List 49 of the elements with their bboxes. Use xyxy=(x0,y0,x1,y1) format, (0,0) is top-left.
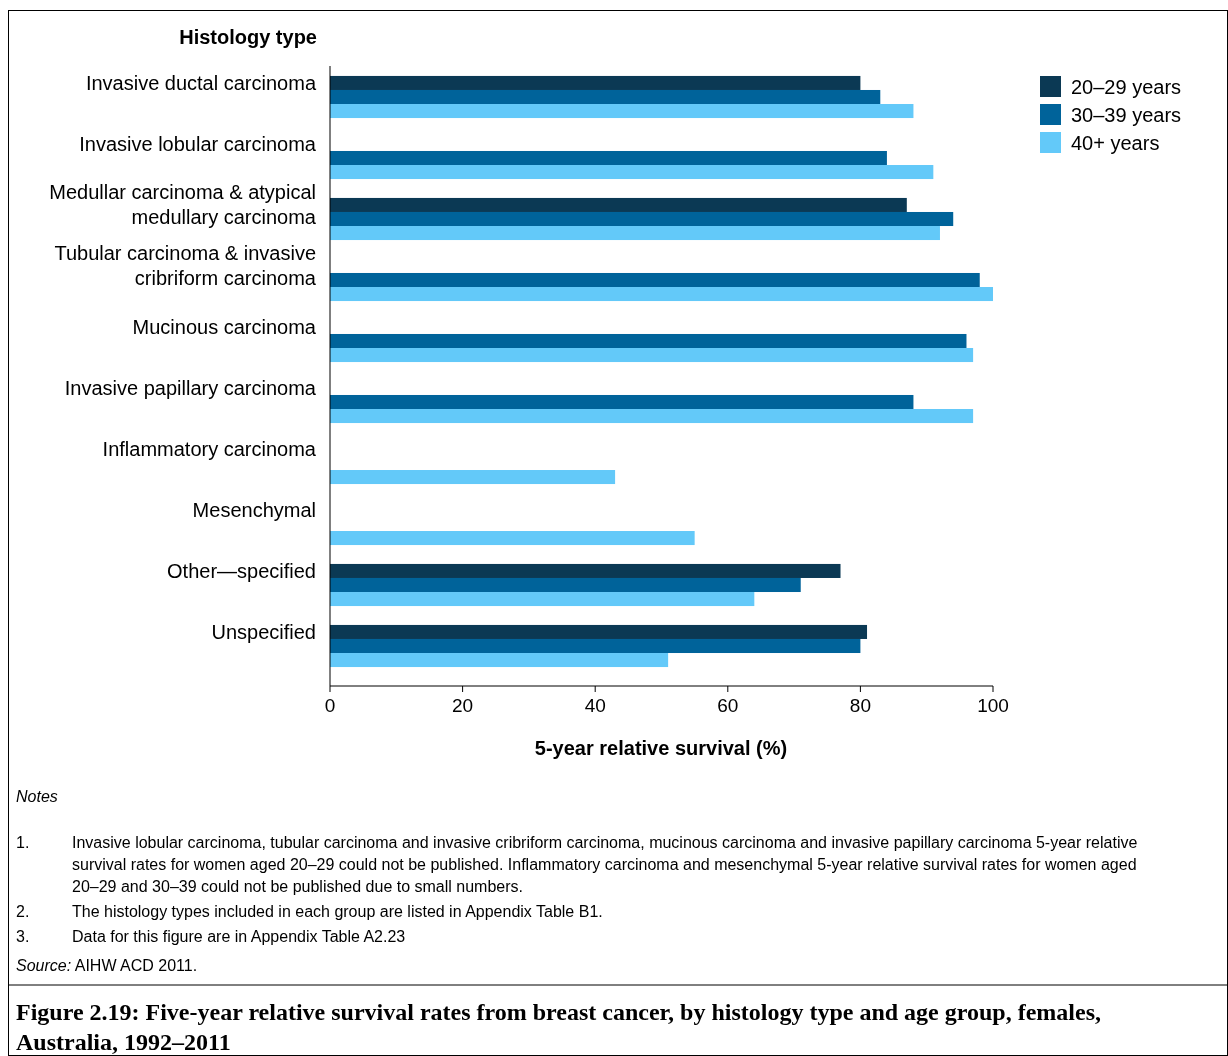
source-note: Source: AIHW ACD 2011. xyxy=(16,957,198,974)
y-tick-label: Tubular carcinoma & invasive cribriform carcinoma xyxy=(54,242,317,290)
bar xyxy=(330,394,914,410)
x-tick-label: 100 xyxy=(977,695,1009,716)
bar xyxy=(330,638,861,654)
y-tick-label: Mesenchymal xyxy=(192,498,316,521)
text: 2. The histology types included in each group are listed in Appendix Table B1. xyxy=(16,903,603,920)
y-tick-label: Invasive ductal carcinoma xyxy=(85,71,317,94)
bar xyxy=(330,348,974,363)
y-tick-label: Invasive lobular carcinoma xyxy=(79,132,317,155)
bar xyxy=(330,333,967,349)
y-tick-label: Invasive papillary carcinoma xyxy=(64,376,317,399)
bar xyxy=(330,577,801,593)
bar xyxy=(330,104,914,119)
text: Figure 2.19: Five-year relative survival rates from breast cancer, by histology type and age group, females, Australia, 1992–2011 xyxy=(16,999,1101,1055)
x-tick-label: 40 xyxy=(584,695,606,716)
bar xyxy=(330,653,669,668)
x-axis-title: 5-year relative survival (%) xyxy=(534,737,788,759)
text: 1. Invasive lobular carcinoma, tubular carcinoma and invasive cribriform carcinoma, mucinous carcinoma and invasive papillary carcinoma 5-year relative survival rates for women aged 20–29 could not be published. Inflammatory carcinoma and mesenchymal 5-year relative survival rates for women aged 20–29 and 30–39 could not be published due to small numbers. xyxy=(16,834,1138,895)
bar xyxy=(330,531,695,546)
y-tick-label: Inflammatory carcinoma xyxy=(102,437,317,460)
bar xyxy=(330,287,993,302)
text: Notes xyxy=(16,788,58,805)
x-tick-label: 80 xyxy=(849,695,871,716)
y-axis-title: Histology type xyxy=(179,26,317,48)
bar xyxy=(330,409,974,424)
bar xyxy=(330,197,907,212)
legend-label: 20–29 years xyxy=(1071,76,1182,98)
y-tick-label: Unspecified xyxy=(211,620,316,643)
bar xyxy=(330,150,887,166)
x-tick-label: 0 xyxy=(324,695,336,716)
x-tick-label: 60 xyxy=(717,695,739,716)
bar xyxy=(330,89,881,105)
bar xyxy=(330,211,954,227)
bar xyxy=(330,624,868,639)
text: 3. Data for this figure are in Appendix Table A2.23 xyxy=(16,928,406,945)
x-tick-label: 20 xyxy=(452,695,474,716)
bar xyxy=(330,75,861,90)
bar xyxy=(330,272,980,288)
bar xyxy=(330,470,616,485)
y-tick-label: Mucinous carcinoma xyxy=(132,315,317,338)
bar xyxy=(330,563,841,578)
legend-label: 30–39 years xyxy=(1071,104,1182,126)
bar xyxy=(330,226,940,241)
y-tick-label: Medullar carcinoma & atypical medullary carcinoma xyxy=(49,181,317,229)
legend-label: 40+ years xyxy=(1071,132,1160,154)
y-tick-label: Other—specified xyxy=(167,559,316,582)
bar xyxy=(330,165,934,180)
bar xyxy=(330,592,755,607)
